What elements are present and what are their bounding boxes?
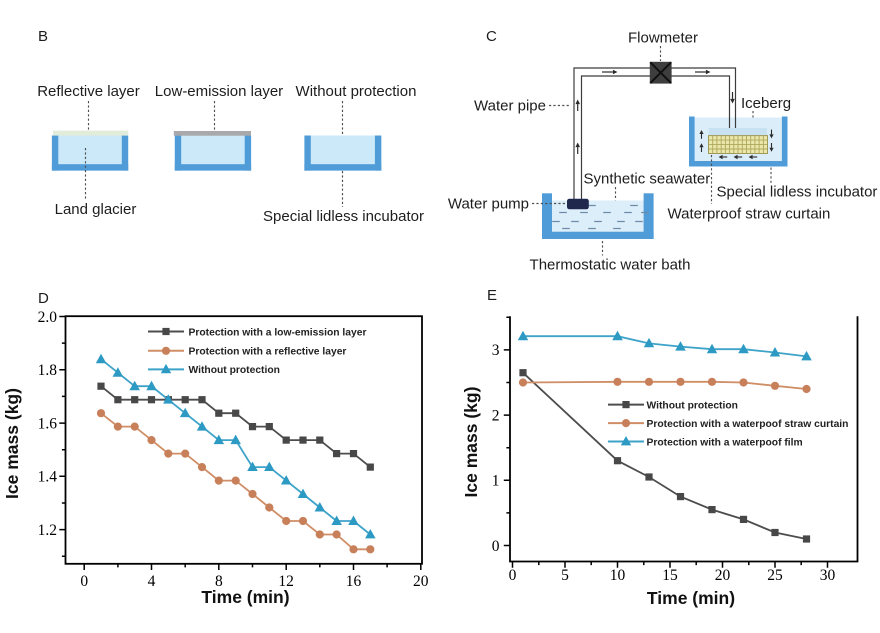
svg-text:15: 15 <box>662 567 678 584</box>
svg-text:Flowmeter: Flowmeter <box>628 30 698 47</box>
svg-text:10: 10 <box>610 567 626 584</box>
svg-text:Low-emission layer: Low-emission layer <box>155 83 283 100</box>
svg-text:D: D <box>38 290 49 307</box>
svg-text:Waterproof straw curtain: Waterproof straw curtain <box>668 206 831 223</box>
svg-text:Iceberg: Iceberg <box>741 95 791 112</box>
svg-text:Land glacier: Land glacier <box>55 201 137 218</box>
svg-text:Protection with a waterpoof st: Protection with a waterpoof straw curtai… <box>647 419 849 430</box>
svg-text:Water pipe: Water pipe <box>474 98 546 115</box>
svg-text:30: 30 <box>820 567 836 584</box>
svg-text:Ice mass (kg): Ice mass (kg) <box>2 388 22 499</box>
svg-text:Protection with a reflective l: Protection with a reflective layer <box>189 347 347 358</box>
svg-text:Synthetic seawater: Synthetic seawater <box>584 171 711 188</box>
svg-text:Water pump: Water pump <box>448 196 529 213</box>
svg-text:B: B <box>38 28 48 45</box>
svg-text:Time (min): Time (min) <box>201 587 289 607</box>
svg-text:12: 12 <box>278 573 294 590</box>
svg-text:Reflective layer: Reflective layer <box>37 83 140 100</box>
svg-text:C: C <box>486 28 497 45</box>
svg-text:2: 2 <box>492 407 500 424</box>
svg-text:3: 3 <box>492 342 500 359</box>
svg-text:1.8: 1.8 <box>38 362 58 379</box>
svg-text:Protection with a waterpoof fi: Protection with a waterpoof film <box>647 437 803 448</box>
svg-text:Without protection: Without protection <box>296 83 417 100</box>
svg-text:25: 25 <box>767 567 783 584</box>
svg-text:16: 16 <box>346 573 362 590</box>
svg-text:Without protection: Without protection <box>189 365 280 376</box>
svg-text:8: 8 <box>215 573 223 590</box>
svg-text:Without protection: Without protection <box>647 400 738 411</box>
svg-text:4: 4 <box>148 573 156 590</box>
svg-text:Time (min): Time (min) <box>647 588 735 608</box>
svg-text:0: 0 <box>492 538 500 555</box>
svg-text:5: 5 <box>561 567 569 584</box>
svg-text:2.0: 2.0 <box>38 309 58 326</box>
svg-text:Special lidless incubator: Special lidless incubator <box>263 208 424 225</box>
svg-text:20: 20 <box>413 573 429 590</box>
svg-text:Ice mass (kg): Ice mass (kg) <box>461 387 481 498</box>
svg-text:1.6: 1.6 <box>38 415 58 432</box>
svg-text:1: 1 <box>492 473 500 490</box>
svg-text:20: 20 <box>715 567 731 584</box>
svg-text:0: 0 <box>509 567 517 584</box>
svg-text:E: E <box>487 287 497 304</box>
svg-text:1.4: 1.4 <box>38 469 58 486</box>
svg-text:Thermostatic water bath: Thermostatic water bath <box>530 257 691 274</box>
svg-text:Protection with a low-emission: Protection with a low-emission layer <box>189 327 367 338</box>
svg-text:Special lidless incubator: Special lidless incubator <box>717 184 878 201</box>
svg-text:1.2: 1.2 <box>38 522 57 539</box>
svg-text:0: 0 <box>80 573 88 590</box>
